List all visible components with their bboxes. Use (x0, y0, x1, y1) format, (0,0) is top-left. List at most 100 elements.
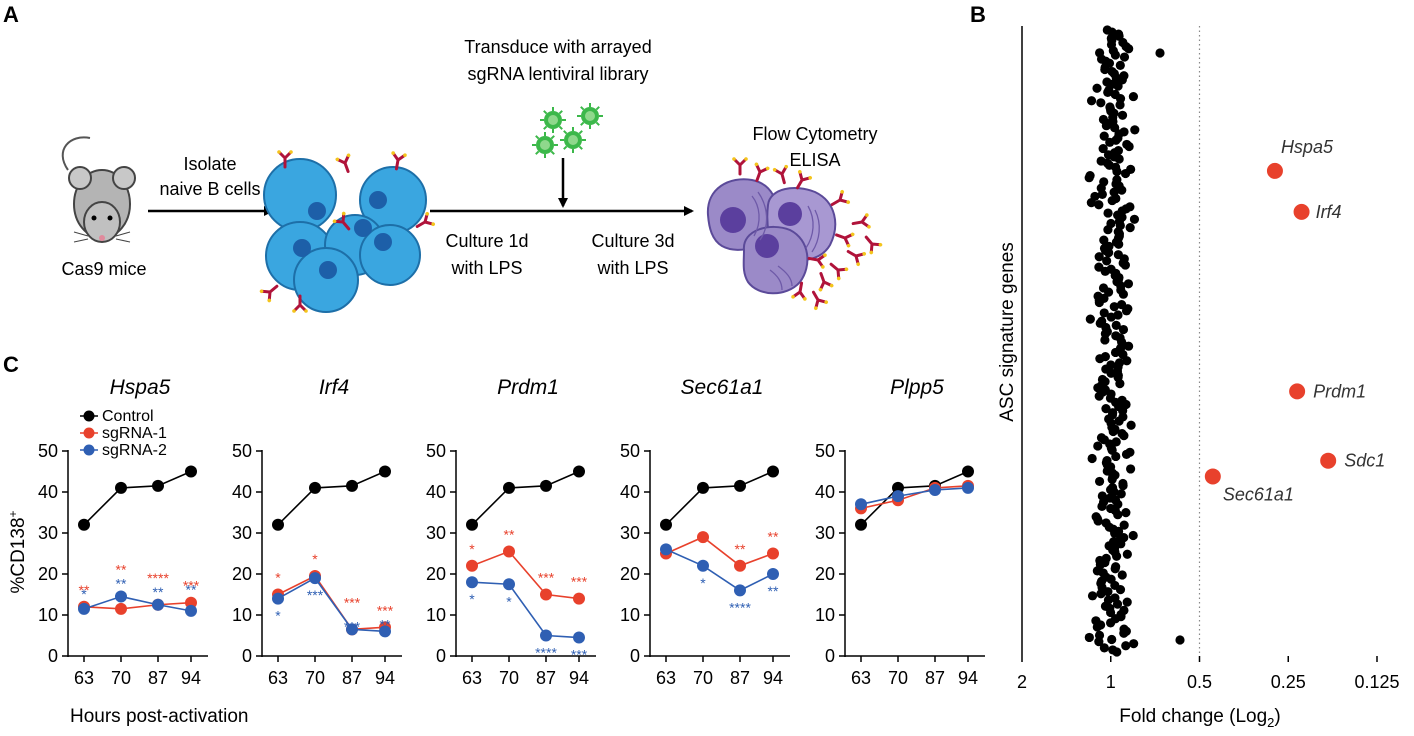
gene-point (1118, 324, 1129, 335)
gene-point (1105, 607, 1116, 618)
gene-point (1106, 368, 1116, 378)
gene-title: Prdm1 (497, 376, 559, 399)
gene-point (1099, 643, 1109, 653)
gene-point (1129, 639, 1139, 649)
gene-point (1122, 597, 1132, 607)
gene-point (1103, 87, 1113, 98)
data-point-sgrna-2 (660, 543, 672, 556)
gene-point (1102, 256, 1112, 266)
significance-sg2: ** (768, 583, 779, 599)
y-tick-label: 10 (815, 605, 835, 625)
data-point-control (152, 479, 164, 492)
significance-sg2: *** (571, 647, 588, 663)
gene-point (1130, 125, 1140, 135)
data-point-sgrna-2 (272, 592, 284, 605)
significance-sg1: *** (183, 578, 200, 594)
gene-point (1122, 356, 1132, 366)
gene-point (1092, 622, 1102, 632)
gene-point (1096, 98, 1106, 108)
gene-point (1099, 235, 1109, 245)
significance-sg2: * (506, 593, 512, 609)
gene-point (1084, 173, 1094, 183)
gene-point (1085, 314, 1095, 324)
data-point-control (573, 465, 585, 478)
gene-point (1120, 260, 1130, 270)
gene-point (1124, 141, 1134, 152)
data-point-control (466, 518, 478, 531)
x-tick-label: 0.125 (1354, 672, 1399, 692)
gene-point (1094, 636, 1104, 647)
significance-sg2: ** (153, 584, 164, 600)
gene-point (1100, 266, 1110, 276)
y-tick-label: 10 (426, 605, 446, 625)
gene-point (1110, 528, 1120, 539)
gene-point (1094, 476, 1105, 487)
significance-sg1: ** (768, 529, 779, 545)
gene-point (1104, 247, 1114, 258)
data-point-sgrna-2 (929, 483, 941, 496)
data-point-sgrna-2 (734, 584, 746, 597)
gene-point (1119, 431, 1129, 441)
x-tick-label: 87 (342, 668, 362, 688)
x-tick-label: 87 (536, 668, 556, 688)
significance-sg1: * (275, 570, 281, 586)
legend-label: sgRNA-2 (102, 442, 167, 459)
series-line-sgrna-1 (471, 550, 580, 600)
significance-sg1: *** (377, 602, 394, 618)
gene-point (1094, 252, 1104, 262)
y-tick-label: 10 (38, 605, 58, 625)
gene-point (1107, 634, 1117, 645)
significance-sg2: ** (186, 582, 197, 598)
significance-sg2: *** (344, 618, 361, 634)
gene-point (1114, 416, 1124, 426)
gene-title: Sec61a1 (681, 376, 764, 399)
gene-point (1117, 570, 1127, 580)
legend-marker-sgrna-1 (83, 427, 95, 439)
y-tick-label: 20 (426, 564, 446, 584)
y-axis-title: ASC signature genes (997, 242, 1018, 422)
y-tick-label: 30 (815, 523, 835, 543)
x-tick-label: 63 (462, 668, 482, 688)
gene-point (1086, 96, 1097, 106)
data-point-sgrna-2 (466, 576, 478, 589)
gene-point (1126, 464, 1136, 474)
series-line-control (471, 470, 580, 526)
highlight-label-sec61a1: Sec61a1 (1223, 484, 1294, 504)
gene-point (1125, 223, 1135, 233)
gene-point (1103, 587, 1113, 597)
data-point-sgrna-1 (466, 559, 478, 572)
data-point-sgrna-2 (540, 629, 552, 642)
series-line-sgrna-2 (277, 577, 386, 633)
gene-point (1119, 520, 1129, 530)
data-point-sgrna-2 (309, 572, 321, 585)
gene-point (1155, 48, 1165, 58)
data-point-sgrna-1 (503, 545, 515, 558)
x-tick-label: 70 (499, 668, 519, 688)
x-tick-label: 0.25 (1271, 672, 1306, 692)
gene-point (1110, 347, 1121, 358)
gene-point (1113, 81, 1123, 91)
gene-point (1118, 480, 1128, 491)
gene-title: Hspa5 (110, 376, 171, 399)
significance-sg1: *** (538, 570, 555, 586)
y-tick-label: 0 (630, 646, 640, 666)
gene-point (1121, 508, 1131, 518)
highlight-point-sdc1 (1320, 452, 1337, 469)
highlight-point-irf4 (1293, 203, 1310, 220)
y-tick-label: 20 (38, 564, 58, 584)
x-tick-label: 94 (763, 668, 783, 688)
gene-point (1122, 549, 1132, 559)
y-tick-label: 30 (38, 523, 58, 543)
y-tick-label: 20 (815, 564, 835, 584)
significance-sg2: * (275, 608, 281, 624)
y-tick-label: 30 (232, 523, 252, 543)
series-line-sgrna-2 (83, 595, 192, 612)
gene-point (1084, 632, 1094, 643)
y-tick-label: 50 (620, 441, 640, 461)
x-tick-label: 87 (925, 668, 945, 688)
y-tick-label: 0 (825, 646, 835, 666)
significance-sg1: ** (735, 541, 746, 557)
data-point-control (78, 518, 90, 531)
x-tick-label: 70 (305, 668, 325, 688)
